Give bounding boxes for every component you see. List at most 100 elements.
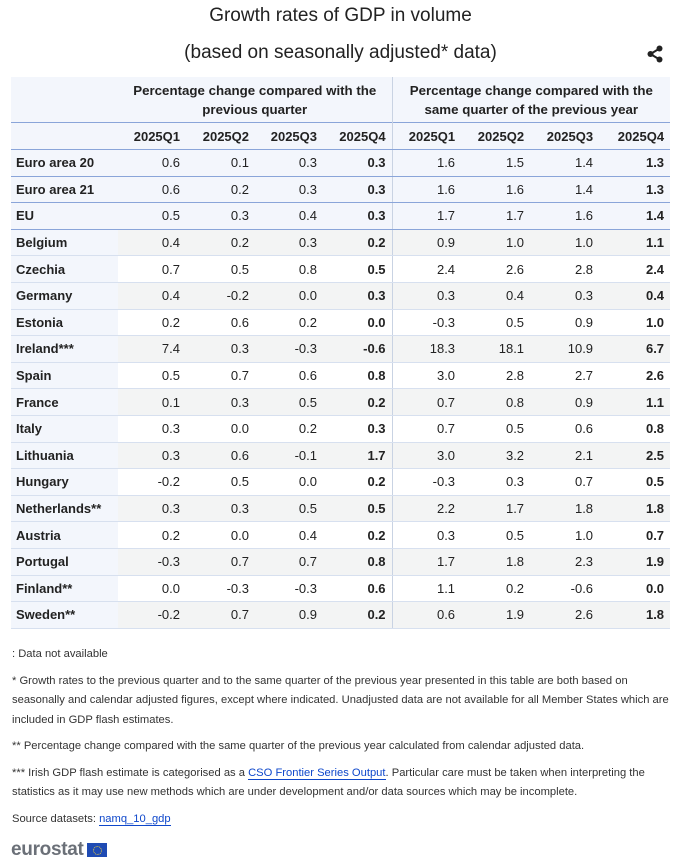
- cell-qoq: 0.2: [118, 521, 186, 549]
- group-header-qoq: Percentage change compared with the prev…: [118, 77, 393, 123]
- cell-qoq: 0.4: [118, 229, 186, 257]
- cell-qoq: 0.0: [186, 521, 255, 549]
- cell-yoy: 2.6: [599, 362, 671, 390]
- table-row: Sweden** -0.2 0.7 0.9 0.2 0.6 1.9 2.6 1.8: [11, 601, 671, 629]
- group-header-row: Percentage change compared with the prev…: [11, 77, 671, 123]
- cell-yoy: 1.0: [530, 229, 600, 257]
- note-star3-text-end: . Particular care must be taken when int…: [12, 766, 645, 799]
- cell-yoy: 2.5: [599, 442, 671, 470]
- cell-yoy: 3.2: [461, 442, 531, 470]
- cell-yoy: 0.8: [599, 415, 671, 443]
- cell-qoq: -0.3: [186, 575, 255, 603]
- cell-qoq: 0.2: [323, 468, 393, 496]
- table-row: Austria 0.2 0.0 0.4 0.2 0.3 0.5 1.0 0.7: [11, 521, 671, 549]
- cell-qoq: 0.5: [255, 495, 323, 523]
- quarter-header: 2025Q2: [461, 122, 531, 150]
- cell-qoq: 0.3: [323, 415, 393, 443]
- cell-qoq: -0.2: [118, 468, 186, 496]
- cell-yoy: 1.7: [461, 202, 531, 230]
- cell-qoq: 0.3: [255, 149, 323, 177]
- cell-yoy: 2.4: [391, 255, 462, 283]
- quarter-header: 2025Q3: [530, 122, 600, 150]
- row-label: France: [11, 388, 118, 416]
- table-row: Italy 0.3 0.0 0.2 0.3 0.7 0.5 0.6 0.8: [11, 415, 671, 443]
- cell-qoq: 0.7: [118, 255, 186, 283]
- cell-qoq: 0.3: [186, 495, 255, 523]
- cell-qoq: 1.7: [323, 442, 393, 470]
- cell-qoq: 0.6: [323, 575, 393, 603]
- row-label: EU: [11, 202, 118, 230]
- cell-qoq: 0.2: [323, 601, 393, 629]
- cell-yoy: 1.1: [391, 575, 462, 603]
- cell-qoq: 0.8: [323, 548, 393, 576]
- row-label: Lithuania: [11, 442, 118, 470]
- cell-qoq: 0.0: [255, 468, 323, 496]
- cell-yoy: 0.4: [599, 282, 671, 310]
- corner-cell: [11, 77, 118, 123]
- note-star3-text: *** Irish GDP flash estimate is categori…: [12, 766, 249, 779]
- namq-10-gdp-link[interactable]: namq_10_gdp: [99, 812, 171, 826]
- cell-yoy: 3.0: [391, 442, 462, 470]
- cell-qoq: 0.2: [323, 229, 393, 257]
- cell-qoq: -0.2: [118, 601, 186, 629]
- cell-yoy: 0.9: [391, 229, 462, 257]
- cell-yoy: 0.3: [461, 468, 531, 496]
- table-row: Lithuania 0.3 0.6 -0.1 1.7 3.0 3.2 2.1 2.5: [11, 442, 671, 470]
- row-label: Portugal: [11, 548, 118, 576]
- row-label: Sweden**: [11, 601, 118, 629]
- cell-qoq: 0.0: [186, 415, 255, 443]
- row-label: Austria: [11, 521, 118, 549]
- cell-qoq: 0.0: [118, 575, 186, 603]
- source-label: Source datasets:: [12, 812, 100, 825]
- cell-qoq: 0.2: [186, 176, 255, 204]
- cell-yoy: 1.0: [461, 229, 531, 257]
- cell-qoq: 0.3: [255, 176, 323, 204]
- cell-yoy: 3.0: [391, 362, 462, 390]
- table-row: EU 0.5 0.3 0.4 0.3 1.7 1.7 1.6 1.4: [11, 202, 671, 230]
- table-row: Euro area 21 0.6 0.2 0.3 0.3 1.6 1.6 1.4 1.3: [11, 176, 671, 204]
- cell-yoy: 0.7: [391, 388, 462, 416]
- row-label: Czechia: [11, 255, 118, 283]
- cell-qoq: 0.3: [323, 202, 393, 230]
- cell-qoq: 0.9: [255, 601, 323, 629]
- page-subtitle: (based on seasonally adjusted* data): [184, 42, 497, 63]
- cell-yoy: 1.8: [461, 548, 531, 576]
- cell-qoq: 0.5: [186, 468, 255, 496]
- cell-yoy: 1.1: [599, 229, 671, 257]
- cell-yoy: 10.9: [530, 335, 600, 363]
- table-row: Hungary -0.2 0.5 0.0 0.2 -0.3 0.3 0.7 0.5: [11, 468, 671, 496]
- cso-frontier-link[interactable]: CSO Frontier Series Output: [248, 766, 386, 780]
- cell-qoq: -0.3: [255, 575, 323, 603]
- share-icon[interactable]: [645, 44, 665, 64]
- cell-yoy: 1.7: [461, 495, 531, 523]
- cell-qoq: 0.3: [323, 176, 393, 204]
- eurostat-logo[interactable]: eurostat: [11, 839, 107, 860]
- cell-qoq: 0.3: [323, 282, 393, 310]
- cell-yoy: 1.9: [461, 601, 531, 629]
- cell-qoq: 0.1: [118, 388, 186, 416]
- quarter-header: 2025Q2: [186, 122, 255, 150]
- cell-qoq: 0.6: [186, 442, 255, 470]
- row-label: Netherlands**: [11, 495, 118, 523]
- cell-qoq: 0.4: [255, 521, 323, 549]
- table-row: Estonia 0.2 0.6 0.2 0.0 -0.3 0.5 0.9 1.0: [11, 309, 671, 337]
- cell-qoq: 0.6: [186, 309, 255, 337]
- cell-yoy: 0.7: [391, 415, 462, 443]
- cell-yoy: 0.3: [391, 282, 462, 310]
- table-row: Netherlands** 0.3 0.3 0.5 0.5 2.2 1.7 1.8 1.8: [11, 495, 671, 523]
- cell-qoq: 0.6: [255, 362, 323, 390]
- row-label: Ireland***: [11, 335, 118, 363]
- cell-yoy: 1.6: [391, 176, 462, 204]
- cell-yoy: 2.7: [530, 362, 600, 390]
- cell-yoy: 1.6: [461, 176, 531, 204]
- cell-yoy: 1.5: [461, 149, 531, 177]
- cell-yoy: 0.7: [599, 521, 671, 549]
- cell-yoy: 1.8: [530, 495, 600, 523]
- cell-yoy: 1.7: [391, 202, 462, 230]
- row-label: Estonia: [11, 309, 118, 337]
- cell-yoy: -0.3: [391, 309, 462, 337]
- quarter-header: 2025Q4: [599, 122, 671, 150]
- group-header-yoy: Percentage change compared with the same…: [391, 77, 671, 123]
- note-star3: *** Irish GDP flash estimate is categori…: [12, 764, 672, 803]
- cell-yoy: 1.0: [530, 521, 600, 549]
